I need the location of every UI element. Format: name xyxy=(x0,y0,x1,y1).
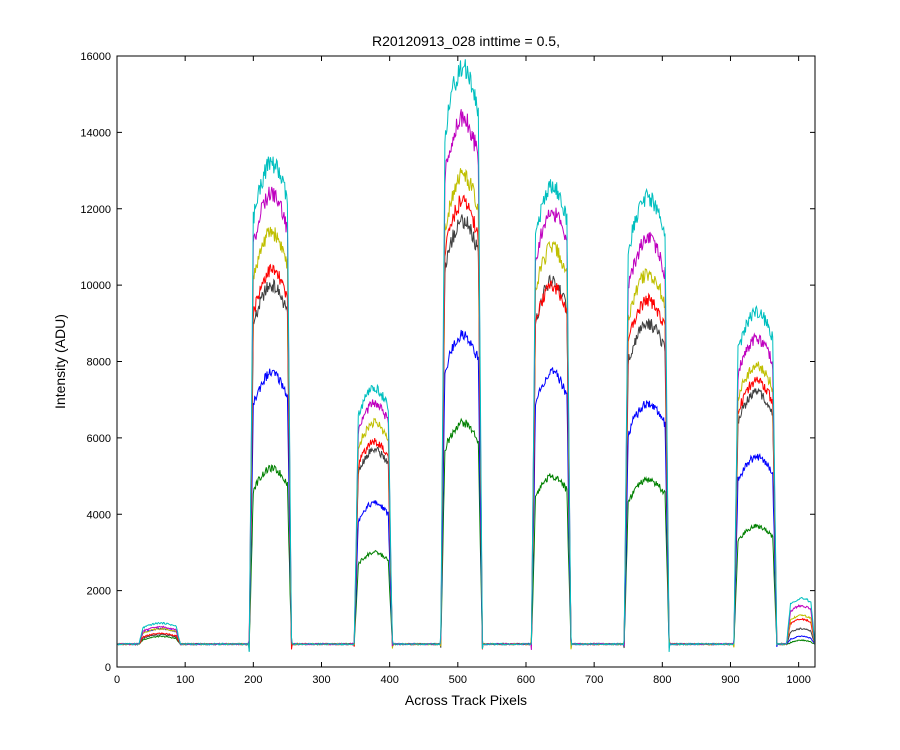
x-tick-label: 300 xyxy=(312,674,330,686)
x-tick-label: 100 xyxy=(176,674,194,686)
x-tick-label: 0 xyxy=(114,674,120,686)
x-tick-label: 600 xyxy=(517,674,535,686)
ticks-layer: 0 100 200 300 400 500 600 700 800 900 100002000400… xyxy=(80,51,815,686)
y-tick-label: 8000 xyxy=(87,357,111,369)
x-tick-label: 1000 xyxy=(786,674,810,686)
x-tick-label: 200 xyxy=(244,674,262,686)
x-tick-label: 400 xyxy=(380,674,398,686)
chart-title: R20120913_028 inttime = 0.5, xyxy=(372,33,560,49)
y-tick-label: 16000 xyxy=(80,51,111,63)
y-tick-label: 12000 xyxy=(80,204,111,216)
x-tick-label: 700 xyxy=(585,674,603,686)
y-tick-label: 6000 xyxy=(87,433,111,445)
series-layer xyxy=(117,59,816,653)
x-tick-label: 500 xyxy=(449,674,467,686)
x-axis-title: Across Track Pixels xyxy=(405,692,527,708)
x-tick-label: 800 xyxy=(653,674,671,686)
y-tick-label: 4000 xyxy=(87,509,111,521)
y-tick-label: 10000 xyxy=(80,280,111,292)
x-tick-label: 900 xyxy=(721,674,739,686)
series-line xyxy=(117,59,816,653)
axes-background xyxy=(117,56,815,667)
y-tick-label: 14000 xyxy=(80,127,111,139)
y-tick-label: 2000 xyxy=(87,586,111,598)
y-tick-label: 0 xyxy=(105,662,111,674)
y-axis-title: Intensity (ADU) xyxy=(52,314,68,409)
